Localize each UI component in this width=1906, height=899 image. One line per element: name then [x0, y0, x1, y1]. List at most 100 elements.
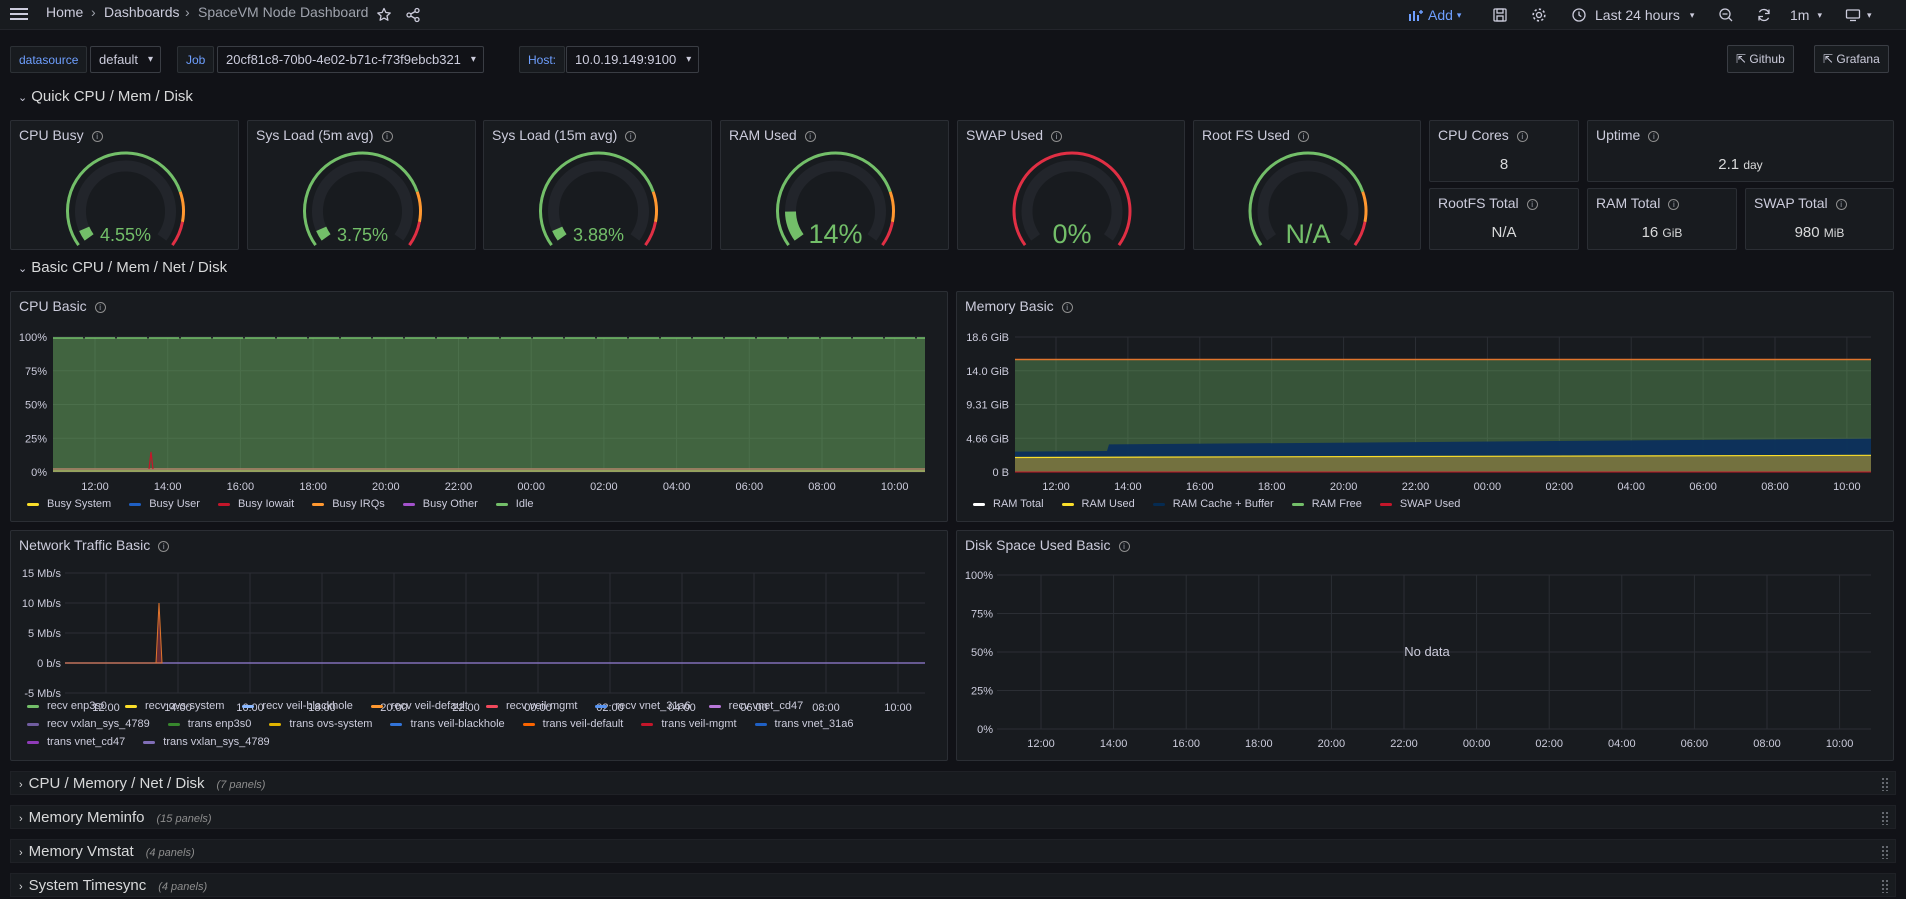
- info-icon[interactable]: i: [804, 131, 816, 142]
- drag-handle-icon[interactable]: [1881, 777, 1889, 791]
- info-icon[interactable]: i: [1835, 199, 1847, 210]
- legend-swatch: [27, 722, 39, 726]
- idle-area: [53, 338, 925, 472]
- legend-item[interactable]: recv enp3s0: [27, 697, 107, 715]
- gauge-chart: N/A: [1248, 151, 1368, 249]
- stat-value: 2.1: [1718, 156, 1740, 173]
- info-icon[interactable]: i: [381, 131, 393, 142]
- breadcrumb-dashboards[interactable]: Dashboards: [104, 4, 180, 20]
- x-tick-label: 04:00: [1608, 738, 1636, 750]
- legend-item[interactable]: trans enp3s0: [167, 715, 251, 733]
- row-quick-cpu-mem-disk[interactable]: ⌄ Quick CPU / Mem / Disk: [18, 88, 193, 105]
- grafana-link[interactable]: ⇱ Grafana: [1814, 45, 1889, 73]
- zoom-out-icon[interactable]: [1718, 5, 1734, 25]
- cpu-basic-chart[interactable]: 100% 75% 50% 25% 0% 12:00 14:00 16:00 18:00 20:00…: [11, 322, 949, 493]
- legend-item[interactable]: RAM Total: [973, 495, 1044, 513]
- info-icon[interactable]: i: [158, 541, 170, 552]
- x-tick-label: 18:00: [1245, 738, 1273, 750]
- memory-basic-chart[interactable]: 18.6 GiB 14.0 GiB 9.31 GiB 4.66 GiB 0 B 12:00…: [957, 322, 1895, 493]
- x-tick-label: 04:00: [1617, 481, 1645, 493]
- gauge-track: [785, 160, 886, 241]
- menu-icon[interactable]: [10, 7, 28, 21]
- panel-title: CPU Cores: [1438, 127, 1509, 143]
- tv-mode-icon[interactable]: ▾: [1845, 5, 1872, 25]
- legend-item[interactable]: recv veil-default: [370, 697, 468, 715]
- refresh-interval-picker[interactable]: 1m ▾: [1790, 5, 1822, 25]
- info-icon[interactable]: i: [625, 131, 637, 142]
- github-link[interactable]: ⇱ Github: [1727, 45, 1794, 73]
- chevron-down-icon: ▾: [1867, 9, 1872, 20]
- chevron-right-icon: ›: [19, 881, 23, 893]
- legend-item[interactable]: trans veil-mgmt: [641, 715, 737, 733]
- legend-item[interactable]: recv vxlan_sys_4789: [27, 715, 150, 733]
- network-traffic-chart[interactable]: 15 Mb/s 10 Mb/s 5 Mb/s 0 b/s -5 Mb/s 12:00 14:…: [11, 561, 949, 714]
- breadcrumb-home[interactable]: Home: [46, 4, 84, 20]
- info-icon[interactable]: i: [1648, 131, 1660, 142]
- legend-item[interactable]: trans vnet_cd47: [27, 733, 125, 751]
- legend-item[interactable]: Busy User: [129, 495, 200, 513]
- refresh-icon[interactable]: [1756, 5, 1772, 25]
- info-icon[interactable]: i: [1668, 199, 1680, 210]
- add-button[interactable]: Add ▾: [1408, 5, 1461, 25]
- collapsed-row[interactable]: › System Timesync (4 panels): [10, 873, 1896, 897]
- legend-item[interactable]: recv veil-mgmt: [485, 697, 577, 715]
- legend-item[interactable]: trans vnet_31a6: [754, 715, 853, 733]
- legend-item[interactable]: recv vnet_31a6: [595, 697, 691, 715]
- legend-item[interactable]: RAM Free: [1291, 495, 1362, 513]
- drag-handle-icon[interactable]: [1881, 811, 1889, 825]
- legend-item[interactable]: trans ovs-system: [269, 715, 372, 733]
- chevron-down-icon: ▾: [1817, 9, 1822, 20]
- legend-item[interactable]: recv ovs-system: [124, 697, 224, 715]
- info-icon[interactable]: i: [1526, 199, 1538, 210]
- legend-item[interactable]: trans vxlan_sys_4789: [143, 733, 270, 751]
- info-icon[interactable]: i: [1297, 131, 1309, 142]
- info-icon[interactable]: i: [91, 131, 103, 142]
- panel-memory-basic: Memory Basic i 18.6 GiB 14.0 GiB 9.31 GiB 4.…: [956, 291, 1894, 522]
- row-basic-cpu-mem-net-disk[interactable]: ⌄ Basic CPU / Mem / Net / Disk: [18, 259, 227, 276]
- legend-item[interactable]: recv vnet_cd47: [708, 697, 803, 715]
- disk-space-chart[interactable]: 100% 75% 50% 25% 0% 12:00 14:00 16:00 18:00 20:00…: [957, 561, 1895, 751]
- collapsed-row[interactable]: › Memory Meminfo (15 panels): [10, 805, 1896, 829]
- drag-handle-icon[interactable]: [1881, 845, 1889, 859]
- x-tick-label: 10:00: [1826, 738, 1854, 750]
- chart-legend: recv enp3s0 recv ovs-system recv veil-blac…: [27, 697, 937, 751]
- legend-item[interactable]: RAM Cache + Buffer: [1152, 495, 1274, 513]
- info-icon[interactable]: i: [1051, 131, 1063, 142]
- job-variable-select[interactable]: 20cf81c8-70b0-4e02-b71c-f73f9ebcb321 ▾: [217, 46, 484, 73]
- gear-icon[interactable]: [1531, 5, 1547, 25]
- drag-handle-icon[interactable]: [1881, 879, 1889, 893]
- panel-title: Sys Load (5m avg): [256, 127, 374, 143]
- collapsed-row[interactable]: › CPU / Memory / Net / Disk (7 panels): [10, 771, 1896, 795]
- legend-item[interactable]: SWAP Used: [1379, 495, 1460, 513]
- time-picker[interactable]: Last 24 hours ▾: [1571, 5, 1694, 25]
- gauge-panel: Root FS Used i N/A: [1193, 120, 1421, 250]
- legend-item[interactable]: recv veil-blackhole: [242, 697, 353, 715]
- x-tick-label: 18:00: [299, 481, 327, 493]
- legend-item[interactable]: trans veil-default: [522, 715, 623, 733]
- y-tick-label: 25%: [971, 686, 993, 698]
- info-icon[interactable]: i: [1061, 302, 1073, 313]
- legend-item[interactable]: Busy System: [27, 495, 111, 513]
- legend-item[interactable]: trans veil-blackhole: [390, 715, 505, 733]
- star-icon[interactable]: [376, 5, 392, 25]
- legend-item[interactable]: Idle: [495, 495, 534, 513]
- save-icon[interactable]: [1492, 5, 1508, 25]
- datasource-variable-select[interactable]: default ▾: [90, 46, 162, 73]
- info-icon[interactable]: i: [94, 302, 106, 313]
- grafana-link-label: Grafana: [1836, 52, 1880, 66]
- legend-item[interactable]: RAM Used: [1061, 495, 1135, 513]
- legend-swatch: [522, 722, 535, 726]
- share-icon[interactable]: [405, 5, 421, 25]
- x-tick-label: 00:00: [1474, 481, 1502, 493]
- legend-item[interactable]: Busy Other: [402, 495, 478, 513]
- legend-swatch: [595, 704, 608, 708]
- legend-item[interactable]: Busy IRQs: [312, 495, 385, 513]
- collapsed-row[interactable]: › Memory Vmstat (4 panels): [10, 839, 1896, 863]
- legend-swatch: [217, 502, 230, 506]
- gauge-value-arc: [785, 211, 804, 241]
- stat-panel-swap-total: SWAP Total i 980 MiB: [1745, 188, 1894, 250]
- info-icon[interactable]: i: [1118, 541, 1130, 552]
- info-icon[interactable]: i: [1516, 131, 1528, 142]
- host-variable-select[interactable]: 10.0.19.149:9100 ▾: [566, 46, 700, 73]
- legend-item[interactable]: Busy Iowait: [217, 495, 294, 513]
